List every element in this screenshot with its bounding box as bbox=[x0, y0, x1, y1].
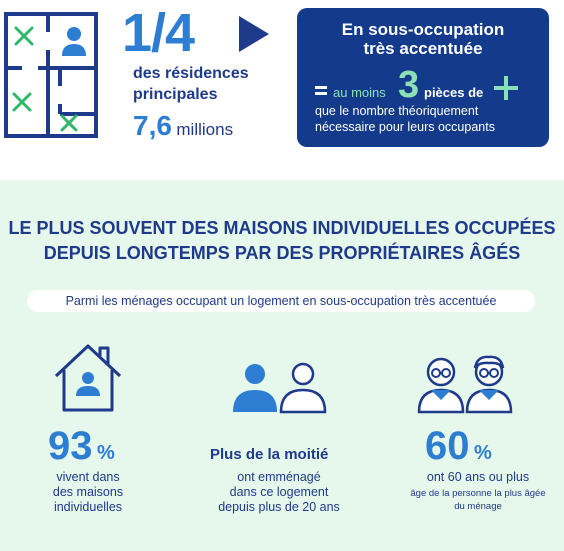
headline-line2: DEPUIS LONGTEMPS PAR DES PROPRIÉTAIRES Â… bbox=[43, 243, 521, 263]
million-count: 7,6 millions bbox=[133, 110, 233, 142]
age-note-line2: du ménage bbox=[454, 501, 502, 512]
sous-occupation-box: En sous-occupation très accentuée au moi… bbox=[297, 8, 549, 147]
houses-value: 93 bbox=[48, 424, 93, 468]
moved-stat-label: Plus de la moitié bbox=[210, 446, 329, 463]
age-stat: 60 % bbox=[425, 426, 492, 466]
box-desc-line2: nécessaire pour leurs occupants bbox=[315, 120, 495, 134]
age-value: 60 bbox=[425, 424, 470, 468]
fraction-value: 1/4 bbox=[122, 3, 195, 63]
play-triangle-icon bbox=[239, 16, 269, 52]
au-moins-label: au moins bbox=[333, 85, 386, 100]
houses-stat: 93 % bbox=[48, 426, 115, 466]
moved-desc-line3: depuis plus de 20 ans bbox=[218, 500, 340, 514]
houses-unit: % bbox=[96, 442, 115, 464]
houses-desc-line3: individuelles bbox=[53, 500, 123, 514]
floorplan-icon bbox=[4, 12, 98, 138]
house-person-icon bbox=[54, 344, 122, 412]
two-people-icon bbox=[233, 362, 327, 414]
box-desc-line1: que le nombre théoriquement bbox=[315, 104, 479, 118]
million-value: 7,6 bbox=[133, 110, 172, 141]
box-title-line1: En sous-occupation bbox=[341, 20, 505, 39]
age-desc: ont 60 ans ou plus bbox=[426, 470, 530, 484]
houses-desc-line1: vivent dans bbox=[56, 470, 120, 484]
principales-label: principales bbox=[133, 86, 218, 103]
age-note-line1: âge de la personne la plus âgée bbox=[410, 488, 546, 499]
moved-desc-line2: dans ce logement bbox=[229, 485, 329, 499]
headline-line1: LE PLUS SOUVENT DES MAISONS INDIVIDUELLE… bbox=[8, 218, 556, 238]
bottom-section: LE PLUS SOUVENT DES MAISONS INDIVIDUELLE… bbox=[0, 180, 564, 551]
equals-icon bbox=[315, 86, 327, 95]
moved-desc-line1: ont emménagé bbox=[237, 470, 321, 484]
plus-icon bbox=[494, 76, 518, 100]
subtitle-pill: Parmi les ménages occupant un logement e… bbox=[27, 290, 535, 312]
moved-desc: ont emménagé dans ce logement depuis plu… bbox=[196, 470, 362, 515]
age-unit: % bbox=[473, 442, 492, 464]
residences-label: des résidences bbox=[133, 65, 249, 82]
million-unit: millions bbox=[176, 120, 234, 139]
pieces-value: 3 bbox=[398, 64, 420, 106]
houses-desc-line2: des maisons bbox=[52, 485, 124, 499]
top-section: 1/4 des résidences principales 7,6 milli… bbox=[0, 0, 564, 180]
pieces-label: pièces de bbox=[424, 85, 484, 100]
seniors-icon bbox=[417, 355, 513, 414]
houses-desc: vivent dans des maisons individuelles bbox=[28, 470, 148, 515]
box-title-line2: très accentuée bbox=[363, 39, 483, 58]
